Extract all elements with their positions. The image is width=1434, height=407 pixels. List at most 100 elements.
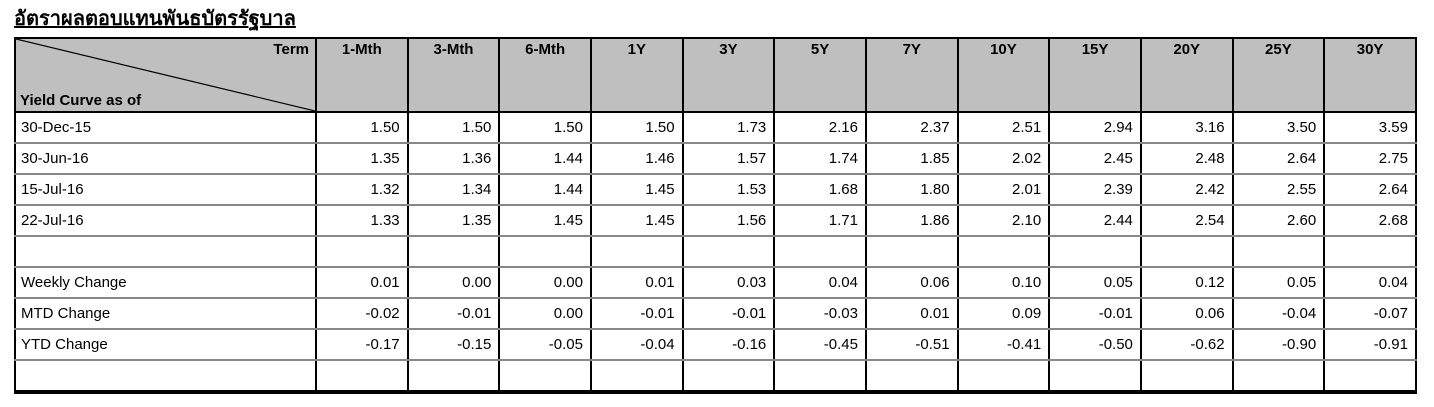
value-cell <box>590 236 684 268</box>
value-cell: 1.50 <box>499 112 592 144</box>
value-cell: 2.02 <box>957 143 1051 175</box>
value-cell: 2.54 <box>1140 205 1234 237</box>
value-cell: 1.50 <box>590 112 684 144</box>
value-cell <box>407 236 501 268</box>
value-cell: -0.01 <box>407 298 501 330</box>
value-cell: -0.07 <box>1324 298 1417 330</box>
value-cell <box>1140 360 1234 392</box>
row-label: 30-Jun-16 <box>15 143 317 175</box>
value-cell: 2.64 <box>1232 143 1326 175</box>
value-cell: -0.50 <box>1049 329 1142 361</box>
value-cell: 2.37 <box>865 112 959 144</box>
value-cell <box>957 236 1051 268</box>
value-cell: -0.04 <box>1232 298 1326 330</box>
row-label: Weekly Change <box>15 267 317 299</box>
header-row: Term Yield Curve as of 1-Mth 3-Mth 6-Mth 1Y… <box>15 38 1417 113</box>
value-cell: 0.04 <box>1324 267 1417 299</box>
value-cell: 0.03 <box>682 267 776 299</box>
row-label: 15-Jul-16 <box>15 174 317 206</box>
value-cell <box>1049 236 1142 268</box>
value-cell <box>1324 360 1417 392</box>
value-cell: 2.16 <box>774 112 867 144</box>
table-row-blank <box>15 236 1417 268</box>
table-row-mtd-change: MTD Change -0.02 -0.01 0.00 -0.01 -0.01 -0.03 0… <box>15 298 1417 330</box>
value-cell: 1.33 <box>316 205 409 237</box>
value-cell: -0.51 <box>865 329 959 361</box>
value-cell: 0.05 <box>1049 267 1142 299</box>
value-cell: 2.75 <box>1324 143 1417 175</box>
table-row-15-jul-16: 15-Jul-16 1.32 1.34 1.44 1.45 1.53 1.68 1.80 2.0… <box>15 174 1417 206</box>
value-cell: 1.32 <box>316 174 409 206</box>
value-cell: 1.50 <box>316 112 409 144</box>
value-cell: 2.45 <box>1049 143 1142 175</box>
row-label <box>15 360 317 392</box>
column-header-15Y: 15Y <box>1049 38 1142 113</box>
value-cell: 1.73 <box>682 112 776 144</box>
value-cell: -0.15 <box>407 329 501 361</box>
column-header-30Y: 30Y <box>1324 38 1417 113</box>
value-cell: -0.01 <box>1049 298 1142 330</box>
value-cell: 1.86 <box>865 205 959 237</box>
table-row-30-jun-16: 30-Jun-16 1.35 1.36 1.44 1.46 1.57 1.74 1.85 2.0… <box>15 143 1417 175</box>
column-header-20Y: 20Y <box>1140 38 1234 113</box>
value-cell <box>682 236 776 268</box>
value-cell: 2.51 <box>957 112 1051 144</box>
value-cell: 1.35 <box>407 205 501 237</box>
value-cell: 2.42 <box>1140 174 1234 206</box>
value-cell: 1.50 <box>407 112 501 144</box>
value-cell <box>865 360 959 392</box>
value-cell: 0.01 <box>590 267 684 299</box>
value-cell: 0.05 <box>1232 267 1326 299</box>
row-label <box>15 236 317 268</box>
value-cell: -0.91 <box>1324 329 1417 361</box>
corner-yield-curve-as-of-label: Yield Curve as of <box>20 92 142 109</box>
value-cell: 1.56 <box>682 205 776 237</box>
value-cell: 1.46 <box>590 143 684 175</box>
value-cell: 1.44 <box>499 174 592 206</box>
value-cell: 0.01 <box>316 267 409 299</box>
page-title: อัตราผลตอบแทนพันธบัตรรัฐบาล <box>14 8 296 30</box>
column-header-25Y: 25Y <box>1232 38 1326 113</box>
value-cell: 2.48 <box>1140 143 1234 175</box>
value-cell: 3.59 <box>1324 112 1417 144</box>
value-cell: -0.16 <box>682 329 776 361</box>
value-cell: 1.53 <box>682 174 776 206</box>
value-cell: 0.09 <box>957 298 1051 330</box>
value-cell: 1.44 <box>499 143 592 175</box>
table-body: 30-Dec-15 1.50 1.50 1.50 1.50 1.73 2.16 2.37 2.5… <box>15 112 1417 392</box>
value-cell <box>1232 236 1326 268</box>
table-row-ytd-change: YTD Change -0.17 -0.15 -0.05 -0.04 -0.16 -0.45… <box>15 329 1417 361</box>
value-cell: 1.74 <box>774 143 867 175</box>
value-cell <box>499 360 592 392</box>
value-cell: 2.44 <box>1049 205 1142 237</box>
value-cell: 0.00 <box>499 267 592 299</box>
table-row-blank <box>15 360 1417 392</box>
corner-cell: Term Yield Curve as of <box>15 38 317 113</box>
value-cell: 3.50 <box>1232 112 1326 144</box>
value-cell <box>957 360 1051 392</box>
column-header-3Y: 3Y <box>682 38 776 113</box>
value-cell <box>1140 236 1234 268</box>
value-cell: -0.01 <box>590 298 684 330</box>
value-cell: -0.45 <box>774 329 867 361</box>
row-label: YTD Change <box>15 329 317 361</box>
value-cell: -0.05 <box>499 329 592 361</box>
value-cell: -0.04 <box>590 329 684 361</box>
column-header-7Y: 7Y <box>865 38 959 113</box>
value-cell <box>590 360 684 392</box>
value-cell <box>316 236 409 268</box>
value-cell <box>774 236 867 268</box>
corner-term-label: Term <box>273 41 309 58</box>
value-cell: 0.12 <box>1140 267 1234 299</box>
value-cell <box>407 360 501 392</box>
value-cell: 0.06 <box>1140 298 1234 330</box>
value-cell: 1.45 <box>499 205 592 237</box>
value-cell: -0.41 <box>957 329 1051 361</box>
value-cell <box>316 360 409 392</box>
value-cell: 1.36 <box>407 143 501 175</box>
value-cell: 1.57 <box>682 143 776 175</box>
column-header-6-Mth: 6-Mth <box>499 38 592 113</box>
value-cell: 0.04 <box>774 267 867 299</box>
table-row-30-dec-15: 30-Dec-15 1.50 1.50 1.50 1.50 1.73 2.16 2.37 2.5… <box>15 112 1417 144</box>
value-cell <box>499 236 592 268</box>
